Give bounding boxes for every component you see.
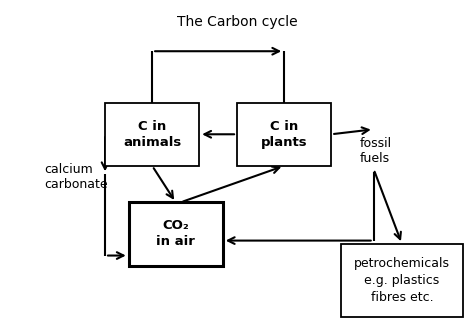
FancyBboxPatch shape [105, 103, 199, 166]
Text: CO₂
in air: CO₂ in air [156, 219, 195, 249]
Text: calcium
carbonate: calcium carbonate [44, 163, 108, 192]
FancyBboxPatch shape [237, 103, 331, 166]
FancyBboxPatch shape [128, 202, 223, 266]
FancyBboxPatch shape [341, 244, 463, 317]
Text: fossil
fuels: fossil fuels [359, 137, 392, 165]
Text: The Carbon cycle: The Carbon cycle [177, 15, 297, 29]
Text: petrochemicals
e.g. plastics
fibres etc.: petrochemicals e.g. plastics fibres etc. [354, 257, 450, 304]
Text: C in
plants: C in plants [261, 120, 308, 149]
Text: C in
animals: C in animals [123, 120, 181, 149]
